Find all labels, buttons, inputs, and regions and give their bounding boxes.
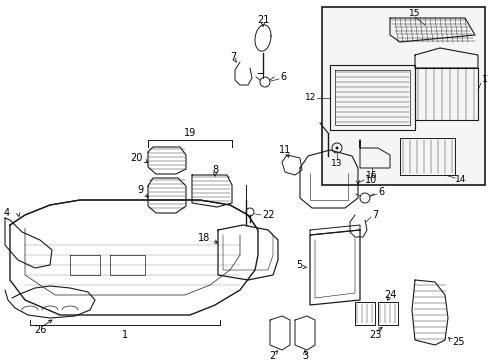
Text: 17: 17 bbox=[481, 76, 488, 85]
Text: 21: 21 bbox=[256, 15, 268, 25]
Text: 14: 14 bbox=[454, 175, 466, 184]
Text: 23: 23 bbox=[368, 330, 381, 340]
Text: 6: 6 bbox=[280, 72, 285, 82]
Text: 2: 2 bbox=[268, 351, 275, 360]
Circle shape bbox=[335, 147, 338, 149]
Text: 26: 26 bbox=[34, 325, 46, 335]
Text: 19: 19 bbox=[183, 128, 196, 138]
Text: 15: 15 bbox=[408, 9, 420, 18]
Text: 20: 20 bbox=[130, 153, 142, 163]
Text: 24: 24 bbox=[383, 290, 395, 300]
Text: 18: 18 bbox=[197, 233, 209, 243]
Text: 16: 16 bbox=[366, 171, 377, 180]
Bar bbox=[321, 7, 484, 185]
Text: 3: 3 bbox=[301, 351, 307, 360]
Text: 22: 22 bbox=[262, 210, 274, 220]
Text: 4: 4 bbox=[4, 208, 10, 218]
Text: 6: 6 bbox=[377, 187, 384, 197]
Text: 8: 8 bbox=[211, 165, 218, 175]
Text: 11: 11 bbox=[278, 145, 290, 155]
Text: 25: 25 bbox=[451, 337, 464, 347]
Text: 9: 9 bbox=[137, 185, 142, 195]
Text: 1: 1 bbox=[122, 330, 128, 340]
Text: 7: 7 bbox=[229, 52, 236, 62]
Text: 13: 13 bbox=[330, 158, 342, 167]
Text: 10: 10 bbox=[364, 175, 376, 185]
Text: 7: 7 bbox=[371, 210, 378, 220]
Text: 5: 5 bbox=[295, 260, 302, 270]
Text: 12: 12 bbox=[304, 94, 315, 103]
